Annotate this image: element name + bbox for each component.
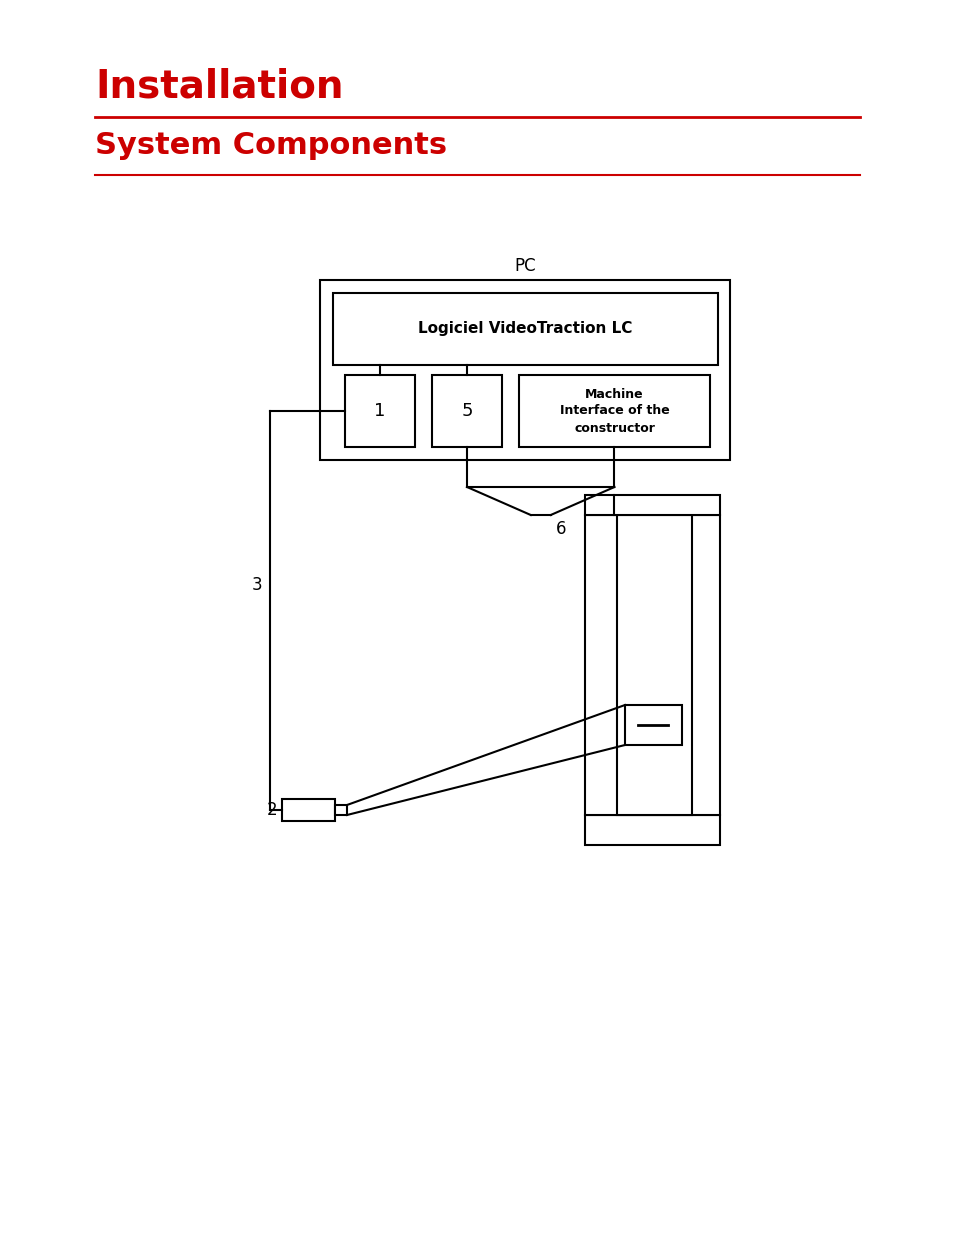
Text: 5: 5: [460, 403, 473, 420]
Bar: [624, 705, 681, 745]
Text: Logiciel VideoTraction LC: Logiciel VideoTraction LC: [417, 321, 632, 336]
Bar: [617, 515, 691, 815]
Bar: [584, 515, 720, 815]
Bar: [282, 799, 335, 821]
Bar: [345, 375, 415, 447]
Bar: [432, 375, 501, 447]
Text: System Components: System Components: [95, 131, 447, 161]
Text: 2: 2: [266, 802, 276, 819]
Bar: [333, 293, 718, 366]
Bar: [335, 805, 347, 815]
Text: 1: 1: [374, 403, 385, 420]
Bar: [584, 815, 720, 845]
Bar: [319, 280, 729, 459]
Text: Machine
Interface of the
constructor: Machine Interface of the constructor: [559, 388, 669, 435]
Bar: [584, 495, 720, 515]
Text: Installation: Installation: [95, 67, 343, 105]
Bar: [518, 375, 709, 447]
Text: 3: 3: [251, 576, 262, 594]
Text: PC: PC: [514, 257, 536, 275]
Text: 6: 6: [556, 520, 566, 538]
